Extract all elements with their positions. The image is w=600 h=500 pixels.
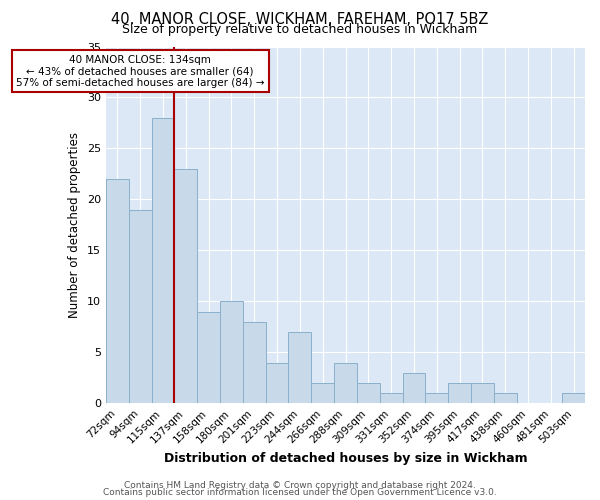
Bar <box>106 179 129 404</box>
Bar <box>471 383 494 404</box>
Bar <box>197 312 220 404</box>
Y-axis label: Number of detached properties: Number of detached properties <box>68 132 82 318</box>
Text: 40, MANOR CLOSE, WICKHAM, FAREHAM, PO17 5BZ: 40, MANOR CLOSE, WICKHAM, FAREHAM, PO17 … <box>112 12 488 28</box>
Bar <box>448 383 471 404</box>
Bar <box>220 302 243 404</box>
Text: Size of property relative to detached houses in Wickham: Size of property relative to detached ho… <box>122 22 478 36</box>
Bar <box>175 169 197 404</box>
Bar <box>266 362 289 404</box>
Bar <box>289 332 311 404</box>
Bar <box>129 210 152 404</box>
Bar <box>311 383 334 404</box>
Text: Contains HM Land Registry data © Crown copyright and database right 2024.: Contains HM Land Registry data © Crown c… <box>124 480 476 490</box>
Bar <box>494 393 517 404</box>
Bar <box>425 393 448 404</box>
Text: Contains public sector information licensed under the Open Government Licence v3: Contains public sector information licen… <box>103 488 497 497</box>
Bar <box>357 383 380 404</box>
Bar <box>152 118 175 404</box>
Bar <box>562 393 585 404</box>
Bar <box>334 362 357 404</box>
Text: 40 MANOR CLOSE: 134sqm
← 43% of detached houses are smaller (64)
57% of semi-det: 40 MANOR CLOSE: 134sqm ← 43% of detached… <box>16 54 265 88</box>
Bar <box>403 373 425 404</box>
Bar <box>380 393 403 404</box>
X-axis label: Distribution of detached houses by size in Wickham: Distribution of detached houses by size … <box>164 452 527 465</box>
Bar <box>243 322 266 404</box>
